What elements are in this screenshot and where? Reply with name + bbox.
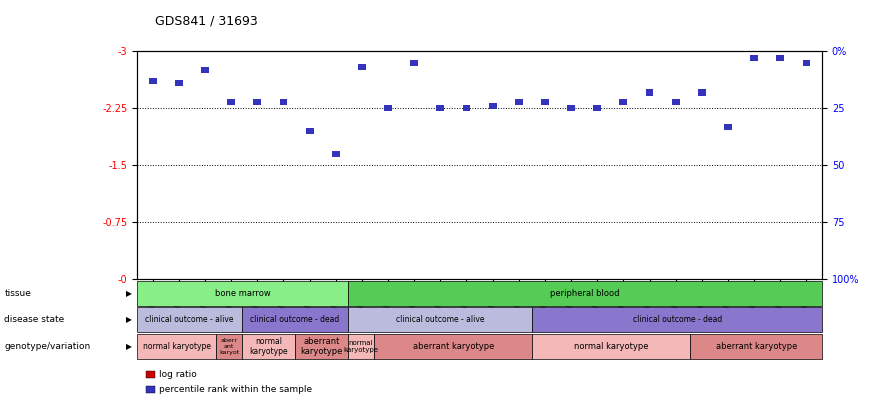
Bar (354, 279, 370, 396)
Bar (590, 279, 605, 396)
Bar (145, 279, 161, 396)
Bar (328, 279, 344, 296)
Bar (773, 279, 789, 396)
Bar (697, 89, 705, 95)
Text: disease state: disease state (4, 315, 65, 324)
Text: aberrant karyotype: aberrant karyotype (413, 342, 494, 351)
Bar (171, 279, 187, 396)
Bar (489, 103, 497, 109)
Text: clinical outcome - alive: clinical outcome - alive (146, 315, 234, 324)
Text: normal karyotype: normal karyotype (142, 342, 210, 351)
Text: normal karyotype: normal karyotype (574, 342, 649, 351)
Bar (645, 89, 653, 95)
Bar (484, 279, 500, 363)
Bar (385, 105, 392, 111)
Bar (197, 279, 213, 396)
Text: percentile rank within the sample: percentile rank within the sample (159, 385, 312, 394)
Bar (410, 60, 418, 66)
Text: clinical outcome - dead: clinical outcome - dead (250, 315, 339, 324)
Text: aberrant karyotype: aberrant karyotype (715, 342, 797, 351)
Bar (432, 279, 448, 396)
Bar (568, 105, 575, 111)
Bar (224, 279, 239, 396)
Bar (511, 279, 527, 396)
Text: tissue: tissue (4, 289, 31, 298)
Text: ▶: ▶ (126, 289, 132, 298)
Bar (615, 279, 631, 382)
Bar (227, 99, 235, 105)
Bar (563, 279, 579, 370)
Bar (720, 279, 735, 336)
Bar (642, 279, 658, 396)
Bar (537, 279, 552, 396)
Bar (306, 128, 314, 134)
Bar (694, 279, 710, 396)
Bar (279, 99, 287, 105)
Text: aberrant
karyotype: aberrant karyotype (301, 337, 343, 356)
Bar (380, 279, 396, 363)
Bar (358, 65, 366, 70)
Text: ▶: ▶ (126, 342, 132, 351)
Text: normal
karyotype: normal karyotype (249, 337, 288, 356)
Bar (672, 99, 680, 105)
Bar (667, 279, 683, 378)
Bar (751, 55, 758, 61)
Text: aberr
ant
karyot: aberr ant karyot (219, 338, 240, 354)
Bar (593, 105, 601, 111)
Text: peripheral blood: peripheral blood (550, 289, 620, 298)
Bar (249, 279, 265, 389)
Text: GDS841 / 31693: GDS841 / 31693 (155, 15, 257, 28)
Text: clinical outcome - alive: clinical outcome - alive (396, 315, 484, 324)
Bar (437, 105, 445, 111)
Bar (175, 80, 183, 86)
Bar (201, 67, 209, 73)
Bar (459, 279, 475, 370)
Bar (541, 99, 549, 105)
Bar (462, 105, 470, 111)
Text: genotype/variation: genotype/variation (4, 342, 91, 351)
Bar (514, 99, 522, 105)
Bar (724, 124, 732, 129)
Text: bone marrow: bone marrow (215, 289, 271, 298)
Bar (620, 99, 628, 105)
Bar (276, 279, 292, 393)
Bar (149, 78, 156, 84)
Bar (254, 99, 262, 105)
Bar (301, 279, 317, 338)
Bar (803, 60, 811, 66)
Text: ▶: ▶ (126, 315, 132, 324)
Bar (407, 279, 422, 396)
Text: clinical outcome - dead: clinical outcome - dead (633, 315, 722, 324)
Bar (798, 279, 814, 396)
Text: normal
karyotype: normal karyotype (344, 340, 378, 353)
Bar (332, 151, 339, 157)
Bar (746, 279, 762, 396)
Text: log ratio: log ratio (159, 370, 197, 379)
Bar (776, 55, 784, 61)
